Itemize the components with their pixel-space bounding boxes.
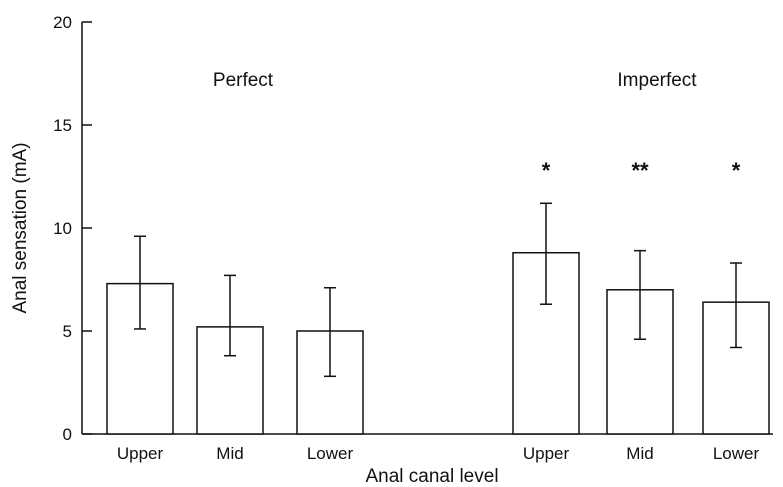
x-tick-label: Mid (626, 444, 653, 463)
x-axis-label: Anal canal level (365, 466, 498, 487)
bar (512, 251, 580, 435)
significance-marker: * (732, 158, 741, 183)
x-tick-label: Upper (523, 444, 570, 463)
y-tick-label: 10 (53, 219, 72, 238)
y-tick-label: 5 (63, 322, 72, 341)
x-tick-label: Lower (307, 444, 354, 463)
group-label: Imperfect (617, 70, 697, 91)
x-tick-label: Mid (216, 444, 243, 463)
significance-marker: ** (631, 158, 649, 183)
y-tick-label: 15 (53, 116, 72, 135)
bars (106, 202, 770, 435)
x-tick-label: Lower (713, 444, 760, 463)
y-axis-label: Anal sensation (mA) (10, 142, 31, 313)
x-tick-label: Upper (117, 444, 164, 463)
y-tick-label: 20 (53, 13, 72, 32)
group-label: Perfect (213, 70, 274, 91)
significance-marker: * (542, 158, 551, 183)
y-tick-label: 0 (63, 425, 72, 444)
